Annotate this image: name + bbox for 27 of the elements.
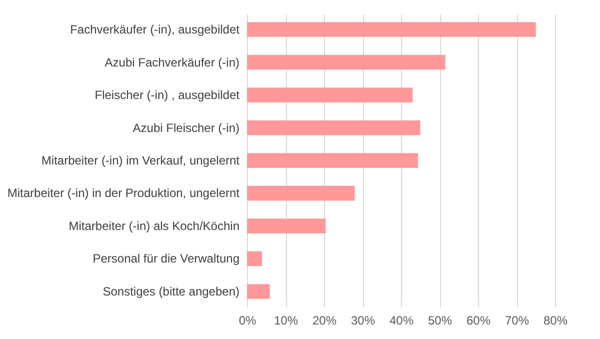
bar bbox=[247, 120, 420, 136]
y-tick-label: Fachverkäufer (-in), ausgebildet bbox=[70, 22, 240, 37]
bar bbox=[247, 251, 262, 266]
y-tick-label: Azubi Fleischer (-in) bbox=[132, 120, 240, 135]
bar bbox=[247, 218, 326, 234]
y-tick-label: Personal für die Verwaltung bbox=[92, 252, 240, 266]
bar bbox=[247, 54, 446, 70]
bar bbox=[247, 284, 270, 299]
y-tick-label: Fleischer (-in) , ausgebildet bbox=[94, 88, 240, 102]
y-tick-label: Mitarbeiter (-in) in der Produktion, ungelernt bbox=[7, 186, 240, 200]
x-tick-label: 40% bbox=[389, 314, 414, 328]
bar bbox=[247, 22, 536, 37]
y-tick-label: Mitarbeiter (-in) als Koch/Köchin bbox=[68, 218, 240, 233]
x-tick-label: 70% bbox=[504, 314, 530, 328]
x-tick-label: 30% bbox=[350, 314, 376, 328]
x-tick-label: 50% bbox=[428, 314, 452, 328]
bar bbox=[247, 88, 413, 102]
y-tick-label: Mitarbeiter (-in) im Verkauf, ungelernt bbox=[41, 154, 240, 168]
y-tick-label: Sonstiges (bitte angeben) bbox=[102, 284, 240, 298]
x-tick-label: 0% bbox=[238, 314, 256, 328]
x-tick-label: 60% bbox=[466, 314, 491, 328]
bar bbox=[247, 153, 418, 168]
bar bbox=[247, 186, 355, 201]
y-tick-label: Azubi Fachverkäufer (-in) bbox=[104, 55, 240, 70]
x-tick-label: 10% bbox=[274, 314, 298, 328]
x-tick-label: 20% bbox=[312, 314, 337, 328]
x-tick-label: 80% bbox=[543, 314, 568, 328]
